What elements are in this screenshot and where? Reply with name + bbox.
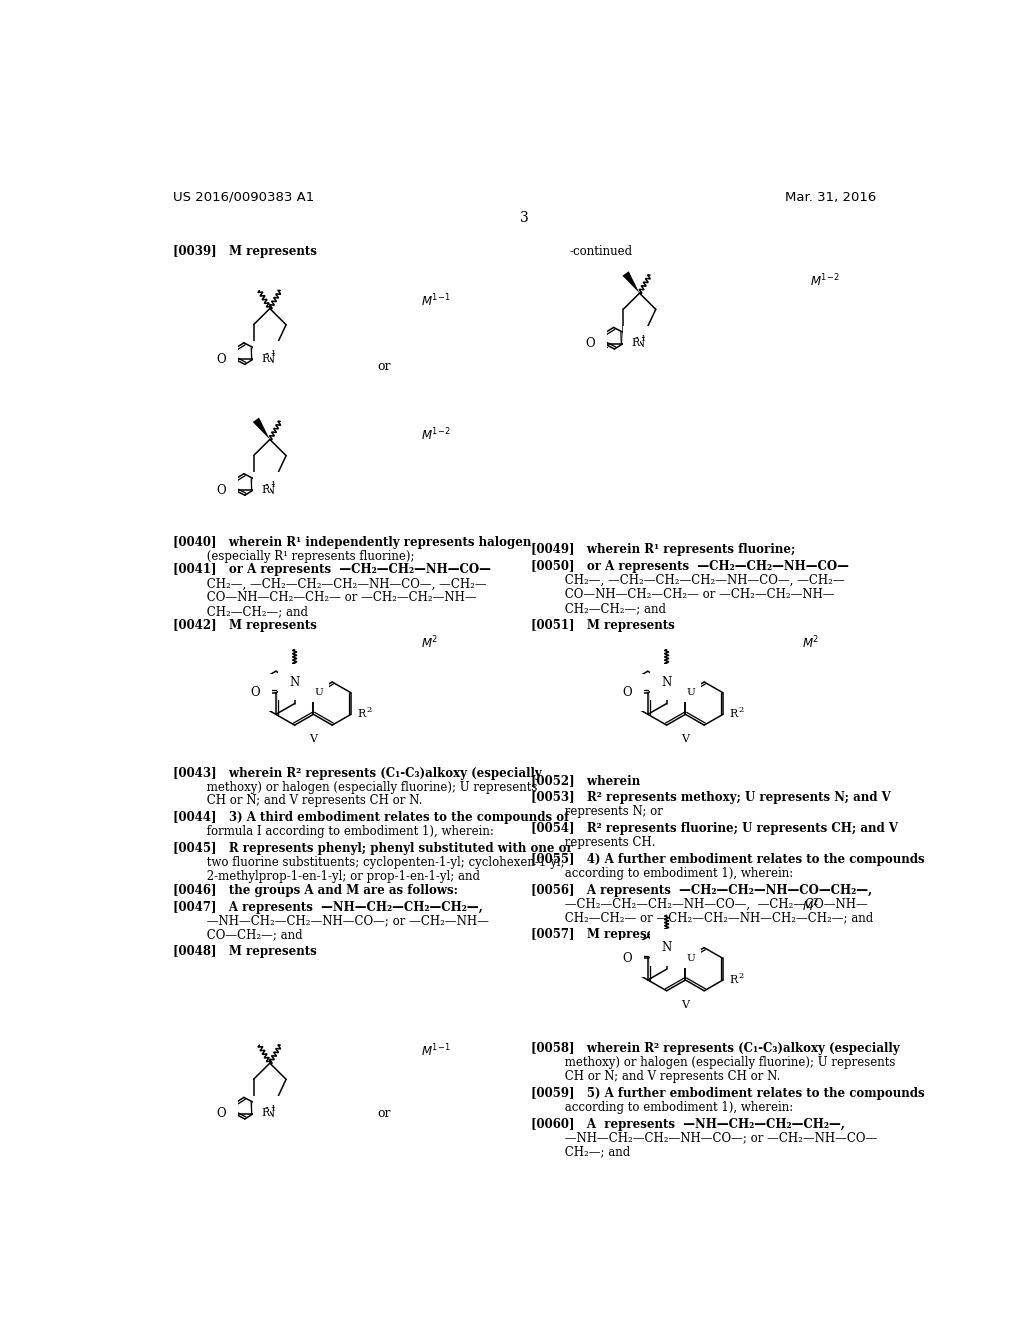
Text: two fluorine substituents; cyclopenten-1-yl; cyclohexen-1-yl;: two fluorine substituents; cyclopenten-1…	[173, 855, 564, 869]
Text: R: R	[357, 709, 366, 719]
Text: N: N	[290, 676, 300, 689]
Text: [0045]   R represents phenyl; phenyl substituted with one or: [0045] R represents phenyl; phenyl subst…	[173, 842, 572, 855]
Text: V: V	[681, 734, 689, 744]
Text: V: V	[309, 734, 317, 744]
Text: N: N	[662, 941, 672, 954]
Text: 2-methylprop-1-en-1-yl; or prop-1-en-1-yl; and: 2-methylprop-1-en-1-yl; or prop-1-en-1-y…	[173, 870, 480, 883]
Text: methoxy) or halogen (especially fluorine); U represents: methoxy) or halogen (especially fluorine…	[173, 780, 538, 793]
Text: N: N	[264, 1107, 275, 1121]
Text: N: N	[662, 941, 672, 954]
Text: 2: 2	[367, 706, 372, 714]
Text: [0057]   M represents: [0057] M represents	[531, 928, 675, 941]
Text: Mar. 31, 2016: Mar. 31, 2016	[785, 190, 877, 203]
Text: CH₂—CH₂— or —CH₂—CH₂—NH—CH₂—CH₂—; and: CH₂—CH₂— or —CH₂—CH₂—NH—CH₂—CH₂—; and	[531, 911, 873, 924]
Text: CH₂—, —CH₂—CH₂—CH₂—NH—CO—, —CH₂—: CH₂—, —CH₂—CH₂—CH₂—NH—CO—, —CH₂—	[173, 577, 486, 590]
Text: CO—CH₂—; and: CO—CH₂—; and	[173, 928, 302, 941]
Text: represents CH.: represents CH.	[531, 836, 655, 849]
Text: R: R	[262, 1109, 270, 1118]
Text: CH₂—; and: CH₂—; and	[531, 1146, 630, 1159]
Text: 1: 1	[271, 1105, 276, 1113]
Text: CH or N; and V represents CH or N.: CH or N; and V represents CH or N.	[173, 795, 422, 808]
Text: —NH—CH₂—CH₂—NH—CO—; or —CH₂—NH—: —NH—CH₂—CH₂—NH—CO—; or —CH₂—NH—	[173, 915, 488, 928]
Text: [0055]   4) A further embodiment relates to the compounds: [0055] 4) A further embodiment relates t…	[531, 853, 925, 866]
Text: $M^{1\mathrm{-}1}$: $M^{1\mathrm{-}1}$	[421, 1043, 451, 1059]
Text: [0046]   the groups A and M are as follows:: [0046] the groups A and M are as follows…	[173, 884, 458, 896]
Text: O: O	[216, 483, 226, 496]
Text: formula I according to embodiment 1), wherein:: formula I according to embodiment 1), wh…	[173, 825, 494, 838]
Text: CH₂—, —CH₂—CH₂—CH₂—NH—CO—, —CH₂—: CH₂—, —CH₂—CH₂—CH₂—NH—CO—, —CH₂—	[531, 574, 845, 587]
Text: 2: 2	[738, 972, 743, 981]
Text: N: N	[290, 676, 300, 689]
Text: N: N	[635, 338, 645, 351]
Text: V: V	[681, 1001, 689, 1010]
Polygon shape	[623, 272, 640, 293]
Text: [0058]   wherein R² represents (C₁-C₃)alkoxy (especially: [0058] wherein R² represents (C₁-C₃)alko…	[531, 1043, 900, 1056]
Text: CO—NH—CH₂—CH₂— or —CH₂—CH₂—NH—: CO—NH—CH₂—CH₂— or —CH₂—CH₂—NH—	[531, 589, 835, 601]
Text: [0047]   A represents  —NH—CH₂—CH₂—CH₂—,: [0047] A represents —NH—CH₂—CH₂—CH₂—,	[173, 900, 482, 913]
Text: -continued: -continued	[569, 244, 633, 257]
Text: according to embodiment 1), wherein:: according to embodiment 1), wherein:	[531, 1101, 794, 1114]
Polygon shape	[253, 417, 270, 440]
Text: $M^{2}$: $M^{2}$	[421, 635, 438, 651]
Text: O: O	[586, 338, 596, 351]
Text: according to embodiment 1), wherein:: according to embodiment 1), wherein:	[531, 867, 794, 880]
Text: [0060]   A  represents  —NH—CH₂—CH₂—CH₂—,: [0060] A represents —NH—CH₂—CH₂—CH₂—,	[531, 1118, 845, 1131]
Text: $M^{2}$: $M^{2}$	[802, 898, 819, 915]
Text: or: or	[377, 360, 390, 372]
Text: 2: 2	[738, 706, 743, 714]
Text: O: O	[623, 686, 632, 700]
Text: US 2016/0090383 A1: US 2016/0090383 A1	[173, 190, 314, 203]
Text: [0059]   5) A further embodiment relates to the compounds: [0059] 5) A further embodiment relates t…	[531, 1088, 925, 1100]
Text: [0048]   M represents: [0048] M represents	[173, 945, 316, 958]
Text: $M^{1\mathrm{-}1}$: $M^{1\mathrm{-}1}$	[421, 293, 451, 310]
Text: [0052]   wherein: [0052] wherein	[531, 775, 640, 788]
Text: [0054]   R² represents fluorine; U represents CH; and V: [0054] R² represents fluorine; U represe…	[531, 822, 898, 836]
Text: O: O	[216, 1107, 226, 1121]
Text: [0040]   wherein R¹ independently represents halogen: [0040] wherein R¹ independently represen…	[173, 536, 531, 549]
Text: 1: 1	[271, 480, 276, 488]
Text: —NH—CH₂—CH₂—NH—CO—; or —CH₂—NH—CO—: —NH—CH₂—CH₂—NH—CO—; or —CH₂—NH—CO—	[531, 1131, 878, 1144]
Text: U: U	[687, 954, 695, 962]
Text: U: U	[315, 688, 324, 697]
Text: [0051]   M represents: [0051] M represents	[531, 619, 675, 632]
Text: O: O	[216, 352, 226, 366]
Text: N: N	[264, 483, 275, 496]
Text: R: R	[729, 975, 737, 985]
Text: O: O	[251, 686, 260, 700]
Text: —CH₂—CH₂—CH₂—NH—CO—,  —CH₂—CO—NH—: —CH₂—CH₂—CH₂—NH—CO—, —CH₂—CO—NH—	[531, 898, 867, 911]
Text: $M^{1\mathrm{-}2}$: $M^{1\mathrm{-}2}$	[810, 272, 840, 289]
Text: R: R	[262, 484, 270, 495]
Text: O: O	[623, 952, 632, 965]
Text: (especially R¹ represents fluorine);: (especially R¹ represents fluorine);	[173, 549, 415, 562]
Text: R: R	[632, 338, 640, 348]
Text: N: N	[662, 676, 672, 689]
Text: N: N	[662, 676, 672, 689]
Text: CH₂—CH₂—; and: CH₂—CH₂—; and	[531, 602, 666, 615]
Text: methoxy) or halogen (especially fluorine); U represents: methoxy) or halogen (especially fluorine…	[531, 1056, 895, 1069]
Text: [0044]   3) A third embodiment relates to the compounds of: [0044] 3) A third embodiment relates to …	[173, 812, 569, 825]
Text: CH or N; and V represents CH or N.: CH or N; and V represents CH or N.	[531, 1071, 780, 1084]
Text: R: R	[729, 709, 737, 719]
Text: $M^{2}$: $M^{2}$	[802, 635, 819, 651]
Text: 3: 3	[520, 211, 529, 224]
Text: U: U	[687, 688, 695, 697]
Text: N: N	[264, 352, 275, 366]
Text: [0053]   R² represents methoxy; U represents N; and V: [0053] R² represents methoxy; U represen…	[531, 792, 891, 804]
Text: [0056]   A represents  —CH₂—CH₂—NH—CO—CH₂—,: [0056] A represents —CH₂—CH₂—NH—CO—CH₂—,	[531, 884, 872, 896]
Text: $M^{1\mathrm{-}2}$: $M^{1\mathrm{-}2}$	[421, 426, 451, 444]
Text: represents N; or: represents N; or	[531, 805, 663, 818]
Text: 1: 1	[641, 334, 646, 343]
Text: [0043]   wherein R² represents (C₁-C₃)alkoxy (especially: [0043] wherein R² represents (C₁-C₃)alko…	[173, 767, 542, 780]
Text: [0050]   or A represents  —CH₂—CH₂—NH—CO—: [0050] or A represents —CH₂—CH₂—NH—CO—	[531, 560, 849, 573]
Text: R: R	[262, 354, 270, 363]
Text: 1: 1	[271, 350, 276, 358]
Text: [0042]   M represents: [0042] M represents	[173, 619, 316, 632]
Text: or: or	[377, 1106, 390, 1119]
Text: CO—NH—CH₂—CH₂— or —CH₂—CH₂—NH—: CO—NH—CH₂—CH₂— or —CH₂—CH₂—NH—	[173, 591, 476, 605]
Text: [0039]   M represents: [0039] M represents	[173, 244, 316, 257]
Text: [0041]   or A represents  —CH₂—CH₂—NH—CO—: [0041] or A represents —CH₂—CH₂—NH—CO—	[173, 564, 490, 577]
Text: CH₂—CH₂—; and: CH₂—CH₂—; and	[173, 605, 308, 618]
Text: [0049]   wherein R¹ represents fluorine;: [0049] wherein R¹ represents fluorine;	[531, 544, 796, 557]
